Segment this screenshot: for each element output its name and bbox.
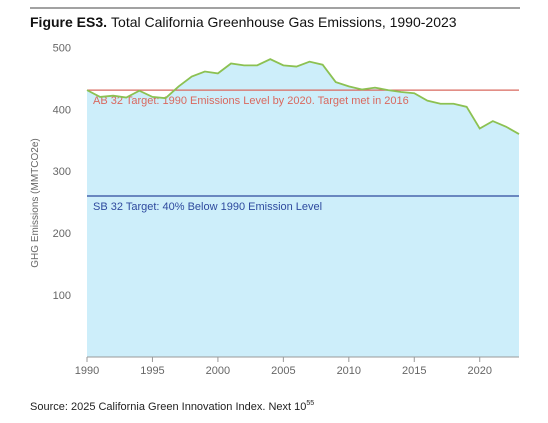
- line: [86, 58, 520, 135]
- reference-label: SB 32 Target: 40% Below 1990 Emission Le…: [93, 201, 322, 213]
- x-tick-label: 1990: [75, 365, 99, 377]
- area-fill: [87, 59, 519, 358]
- source-sup: 55: [306, 400, 314, 407]
- title-text: Total California Greenhouse Gas Emission…: [111, 14, 457, 30]
- source-text: Source: 2025 California Green Innovation…: [30, 401, 306, 413]
- source: Source: 2025 California Green Innovation…: [30, 400, 314, 413]
- title-prefix: Figure ES3.: [30, 14, 107, 30]
- chart-title: Figure ES3. Total California Greenhouse G…: [30, 14, 457, 30]
- x-tick-label: 2020: [467, 365, 491, 377]
- x-tick-label: 2010: [337, 365, 361, 377]
- y-axis-label: GHG Emissions (MMTCO2e): [30, 138, 41, 267]
- y-tick-label: 100: [53, 290, 71, 302]
- y-tick-label: 500: [53, 42, 71, 54]
- y-tick-label: 300: [53, 166, 71, 178]
- y-tick-label: 400: [53, 104, 71, 116]
- x-tick-label: 1995: [140, 365, 164, 377]
- x-tick-label: 2000: [206, 365, 230, 377]
- reference-label: AB 32 Target: 1990 Emissions Level by 20…: [93, 95, 409, 107]
- x-tick-label: 2015: [402, 365, 426, 377]
- x-tick-label: 2005: [271, 365, 295, 377]
- y-tick-label: 200: [53, 228, 71, 240]
